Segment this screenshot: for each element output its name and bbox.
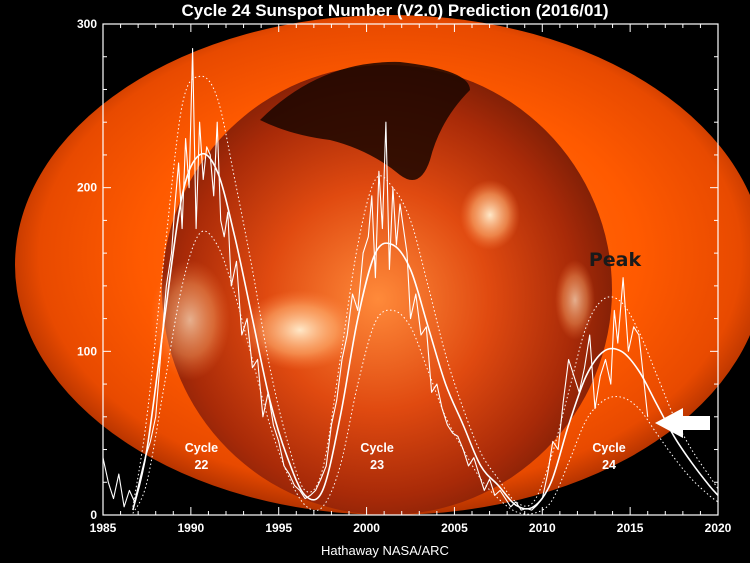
y-tick-label: 300	[77, 17, 97, 31]
cycle-label-number: 22	[194, 458, 208, 472]
cycle-label-number: 23	[370, 458, 384, 472]
x-tick-label: 2015	[617, 521, 644, 535]
series-fit	[132, 153, 719, 511]
axes: 1985 1990 1995 2000 2005 2010 2015 2020 0 100 200 3…	[77, 17, 732, 535]
cycle-label-number: 24	[602, 458, 616, 472]
x-tick-label: 2005	[441, 521, 468, 535]
x-tick-label: 2020	[705, 521, 732, 535]
left-arrow-icon	[655, 408, 710, 438]
cycle-label-line1: Cycle	[592, 441, 625, 455]
y-tick-label: 0	[90, 508, 97, 522]
x-axis-label: Hathaway NASA/ARC	[321, 543, 449, 558]
series-dotted-upper	[132, 75, 719, 507]
x-tick-label: 2010	[529, 521, 556, 535]
y-tick-label: 200	[77, 181, 97, 195]
peak-annotation: Peak	[589, 249, 642, 271]
cycle-labels: Cycle 22 Cycle 23 Cycle 24	[185, 441, 626, 472]
series-layer	[102, 48, 719, 515]
plot-frame	[102, 23, 719, 516]
cycle-label-line1: Cycle	[360, 441, 393, 455]
series-dotted-lower	[132, 230, 719, 515]
x-tick-label: 1985	[90, 521, 117, 535]
y-tick-label: 100	[77, 344, 97, 358]
cycle-label-line1: Cycle	[185, 441, 218, 455]
series-monthly-observed	[102, 48, 649, 511]
x-tick-label: 2000	[353, 521, 380, 535]
chart-title: Cycle 24 Sunspot Number (V2.0) Predictio…	[181, 1, 608, 20]
x-tick-label: 1990	[178, 521, 205, 535]
x-tick-label: 1995	[265, 521, 292, 535]
